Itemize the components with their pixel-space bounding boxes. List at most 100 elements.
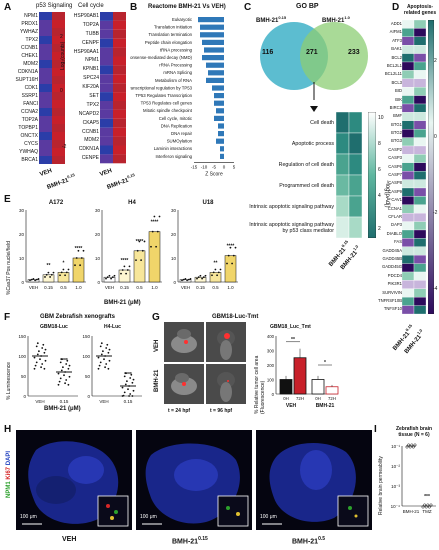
d-cell-a-14 bbox=[402, 137, 415, 147]
gene-d-22: CCNA1 bbox=[387, 205, 402, 211]
d-cell-b-14 bbox=[413, 137, 426, 147]
f-dot-1-1-13 bbox=[124, 372, 127, 375]
fish-image-veh-96 bbox=[206, 322, 246, 362]
heat-a1-bmh-15 bbox=[52, 132, 65, 140]
f-sig-1: **** bbox=[124, 372, 132, 378]
f-dot-0-1-11 bbox=[57, 372, 60, 375]
gene-d-21: CAV1 bbox=[391, 197, 402, 203]
d-cell-a-7 bbox=[402, 78, 415, 88]
panel-d-cb-tick-1: 2 bbox=[434, 58, 437, 64]
heat-a1-bmh-4 bbox=[52, 44, 65, 52]
e-xtick-2-2: 0.5 bbox=[212, 285, 219, 290]
e-dot-1-2-4 bbox=[141, 249, 144, 252]
f-ytick-0-2: 100 bbox=[18, 354, 26, 359]
panel-d-title: Apoptosis-related genes bbox=[403, 4, 437, 16]
d-cell-b-7 bbox=[413, 78, 426, 88]
heat-a2-bmh-14 bbox=[113, 136, 126, 146]
panel-f-sub2: H4-Luc bbox=[104, 324, 121, 330]
f-ytick-1-0: 0 bbox=[87, 394, 90, 399]
d-cell-a-4 bbox=[402, 53, 415, 63]
gene-d-0: ADD1 bbox=[390, 21, 402, 26]
d-cell-a-13 bbox=[402, 129, 415, 138]
gene-left-5: CHEK1 bbox=[21, 53, 38, 59]
panel-f-title: GBM Zebrafish xenografts bbox=[40, 314, 116, 320]
e-dot-2-2-2 bbox=[214, 268, 217, 271]
g-ytick-3: 300 bbox=[267, 349, 275, 354]
gene-left-9: CDK1 bbox=[24, 85, 38, 91]
e-dot-0-1-4 bbox=[50, 273, 53, 276]
d-cell-a-0 bbox=[402, 20, 415, 29]
heat-a2-bmh-10 bbox=[113, 101, 126, 110]
heat-a1-veh-14 bbox=[39, 124, 52, 132]
f-dot-1-1-4 bbox=[128, 395, 130, 397]
heat-a1-veh-13 bbox=[39, 116, 52, 124]
e-dot-0-3-2 bbox=[77, 249, 80, 252]
gene-right-14: MDM2 bbox=[84, 137, 99, 144]
scale-veh: 100 μm bbox=[20, 514, 37, 520]
d-cell-a-1 bbox=[402, 28, 415, 37]
f-dot-1-0-8 bbox=[98, 364, 101, 367]
d-cell-a-19 bbox=[402, 179, 415, 189]
f-dot-1-1-3 bbox=[132, 389, 135, 392]
heat-a2-bmh-15 bbox=[113, 145, 126, 155]
gene-d-2: ATF3 bbox=[392, 37, 402, 43]
e-dot-2-0-0 bbox=[181, 279, 183, 282]
b-cat-3: Peptide chain elongation bbox=[145, 40, 193, 45]
e-dot-1-1-4 bbox=[126, 269, 129, 271]
gene-left-16: CYCS bbox=[24, 141, 38, 147]
e-dot-2-0-4 bbox=[187, 278, 190, 281]
panel-d-colorbar bbox=[428, 20, 434, 314]
e-dot-2-1-3 bbox=[201, 277, 204, 280]
e-xtick-0-0: VEH bbox=[29, 285, 38, 290]
c-cell-b-3 bbox=[348, 174, 362, 197]
micrograph-label-bmh-015: BMH-210.15 bbox=[172, 536, 208, 546]
e-dot-1-3-5 bbox=[158, 215, 161, 218]
e-dot-0-2-3 bbox=[64, 274, 66, 277]
gene-d-6: BCL2L11 bbox=[384, 71, 402, 77]
b-cat-14: DNA Replication bbox=[161, 123, 193, 128]
channel-ki67: Ki67 bbox=[6, 466, 12, 480]
panel-b-title: Reactome BMH-21 Vs VEH) bbox=[148, 4, 226, 10]
gene-d-30: PDCD4 bbox=[387, 272, 402, 278]
gene-right-16: CENPE bbox=[81, 155, 99, 162]
gene-d-31: PIK3R1 bbox=[387, 281, 402, 287]
heat-a2-veh-7 bbox=[100, 74, 113, 84]
f-dot-1-1-14 bbox=[132, 378, 135, 381]
heat-a1-bmh-5 bbox=[52, 52, 65, 60]
d-cell-a-15 bbox=[402, 145, 415, 155]
f-dot-1-0-9 bbox=[106, 343, 109, 346]
b-bar-13 bbox=[214, 115, 224, 121]
e-dot-1-2-3 bbox=[140, 259, 142, 262]
heat-a2-veh-10 bbox=[100, 101, 113, 110]
e-dot-1-0-3 bbox=[110, 277, 112, 280]
panel-a-cb-tick-2: 0 bbox=[60, 88, 63, 94]
f-dot-1-0-2 bbox=[100, 353, 103, 356]
gene-d-10: BIRC3 bbox=[389, 104, 402, 110]
gene-left-18: BRCA1 bbox=[21, 157, 38, 163]
b-cat-1: Translation initiation bbox=[154, 25, 193, 30]
heat-a2-veh-15 bbox=[100, 145, 113, 155]
c-cell-b-0 bbox=[348, 112, 362, 134]
heat-a2-bmh-13 bbox=[113, 127, 126, 137]
d-cell-b-23 bbox=[413, 213, 426, 222]
c-cell-b-1 bbox=[348, 132, 362, 155]
b-cat-6: rRNA Processing bbox=[159, 63, 192, 68]
heat-a1-bmh-12 bbox=[52, 108, 65, 116]
heat-a2-bmh-3 bbox=[113, 38, 126, 48]
e-dot-2-3-2 bbox=[229, 246, 232, 249]
d-cell-a-34 bbox=[402, 305, 415, 314]
f-dot-1-1-5 bbox=[123, 375, 126, 378]
panel-d-heatmap bbox=[402, 20, 426, 314]
panel-a-genes-left: NPM1 PRDX1 YWHAZ TPX2 CCNB1 CHEK1 MDM2 CDKN1A SU… bbox=[2, 12, 38, 164]
b-xtick-2: -5 bbox=[212, 164, 216, 169]
f-dot-1-0-6 bbox=[107, 351, 110, 354]
go-term-5: Intrinsic apoptotic signaling pathway by… bbox=[249, 221, 334, 234]
panel-g-time-96: t = 96 hpf bbox=[210, 408, 233, 414]
heat-a1-bmh-3 bbox=[52, 36, 65, 44]
e-dot-0-2-4 bbox=[65, 271, 68, 274]
d-cell-b-8 bbox=[413, 87, 426, 96]
g-xtick-3: 72H bbox=[328, 396, 336, 401]
panel-g-time-24: t = 24 hpf bbox=[168, 408, 191, 414]
e-dot-1-1-2 bbox=[123, 265, 126, 268]
e-bar-0-3 bbox=[72, 257, 85, 283]
